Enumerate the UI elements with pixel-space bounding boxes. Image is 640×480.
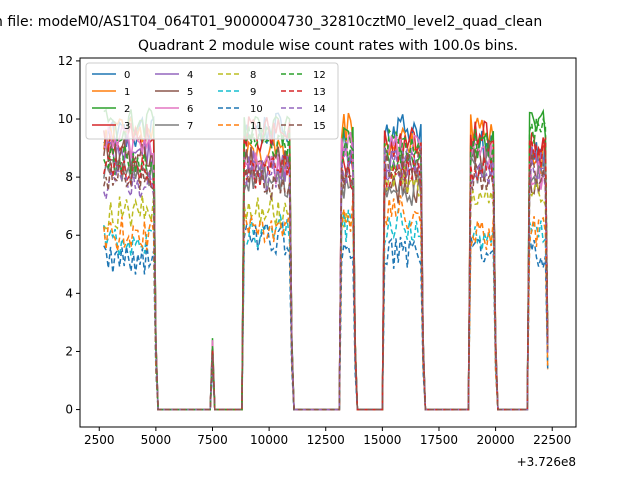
x-tick-label: 7500 bbox=[197, 433, 228, 447]
x-tick-label: 22500 bbox=[533, 433, 571, 447]
legend-label-8: 8 bbox=[250, 70, 256, 81]
y-tick-label: 10 bbox=[58, 112, 73, 126]
x-axis: 2500 5000 7500 10000 12500 15000 17500 20000 225… bbox=[84, 427, 571, 447]
x-offset-label: +3.726e8 bbox=[517, 455, 576, 469]
series-line-11 bbox=[103, 195, 549, 411]
legend-label-9: 9 bbox=[250, 87, 256, 98]
y-tick-label: 0 bbox=[65, 403, 73, 417]
series-line-7 bbox=[103, 151, 549, 411]
legend-label-4: 4 bbox=[187, 70, 193, 81]
legend-label-2: 2 bbox=[124, 104, 130, 115]
legend-label-10: 10 bbox=[250, 104, 263, 115]
legend-label-12: 12 bbox=[313, 70, 326, 81]
series-layer bbox=[103, 107, 549, 411]
x-tick-label: 5000 bbox=[141, 433, 172, 447]
legend-label-3: 3 bbox=[124, 121, 130, 132]
legend-label-13: 13 bbox=[313, 87, 326, 98]
series-line-15 bbox=[103, 148, 549, 411]
legend-label-7: 7 bbox=[187, 121, 193, 132]
x-tick-label: 12500 bbox=[307, 433, 345, 447]
y-tick-label: 4 bbox=[65, 286, 73, 300]
legend-label-11: 11 bbox=[250, 121, 263, 132]
x-tick-label: 10000 bbox=[250, 433, 288, 447]
y-tick-label: 6 bbox=[65, 228, 73, 242]
y-tick-label: 8 bbox=[65, 170, 73, 184]
series-line-9 bbox=[103, 208, 549, 411]
legend-label-0: 0 bbox=[124, 70, 130, 81]
y-tick-label: 12 bbox=[58, 54, 73, 68]
figure-suptitle: n file: modeM0/AS1T04_064T01_9000004730_… bbox=[0, 14, 542, 30]
legend-label-14: 14 bbox=[313, 104, 326, 115]
x-tick-label: 15000 bbox=[363, 433, 401, 447]
legend-label-5: 5 bbox=[187, 87, 193, 98]
series-line-10 bbox=[103, 220, 549, 411]
legend-label-1: 1 bbox=[124, 87, 130, 98]
legend-box bbox=[85, 62, 339, 140]
x-tick-label: 20000 bbox=[477, 433, 515, 447]
chart-title: Quadrant 2 module wise count rates with … bbox=[138, 38, 518, 54]
series-line-8 bbox=[103, 166, 549, 411]
legend-label-15: 15 bbox=[313, 121, 326, 132]
axes-frame bbox=[79, 57, 577, 428]
y-tick-label: 2 bbox=[65, 344, 73, 358]
legend-label-6: 6 bbox=[187, 104, 193, 115]
x-tick-label: 2500 bbox=[84, 433, 115, 447]
x-tick-label: 17500 bbox=[420, 433, 458, 447]
y-axis: 0 2 4 6 8 10 12 bbox=[58, 54, 80, 417]
